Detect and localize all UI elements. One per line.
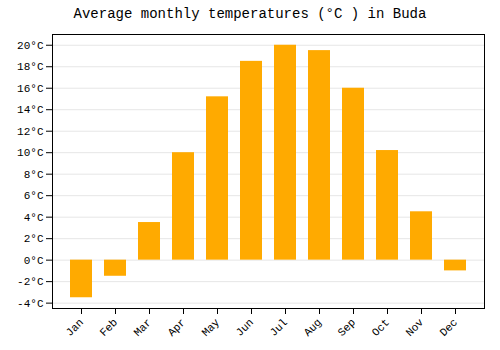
- svg-text:Apr: Apr: [166, 316, 188, 338]
- svg-text:10°C: 10°C: [17, 147, 44, 159]
- svg-text:20°C: 20°C: [17, 40, 44, 52]
- svg-text:18°C: 18°C: [17, 61, 44, 73]
- svg-text:Jul: Jul: [268, 316, 290, 338]
- svg-text:Jan: Jan: [64, 316, 86, 338]
- svg-text:16°C: 16°C: [17, 83, 44, 95]
- svg-text:May: May: [200, 316, 223, 339]
- svg-text:Mar: Mar: [132, 316, 154, 338]
- svg-text:6°C: 6°C: [24, 190, 44, 202]
- svg-text:14°C: 14°C: [17, 104, 44, 116]
- svg-text:4°C: 4°C: [24, 212, 44, 224]
- svg-text:Sep: Sep: [336, 316, 358, 338]
- svg-text:-2°C: -2°C: [17, 276, 44, 288]
- svg-text:Nov: Nov: [404, 316, 427, 339]
- svg-text:8°C: 8°C: [24, 169, 44, 181]
- svg-text:12°C: 12°C: [17, 126, 44, 138]
- svg-text:Jun: Jun: [234, 316, 256, 338]
- svg-text:-4°C: -4°C: [17, 298, 44, 310]
- svg-text:Oct: Oct: [370, 316, 392, 338]
- svg-text:Dec: Dec: [438, 316, 460, 338]
- svg-text:0°C: 0°C: [24, 255, 44, 267]
- html-text:Average monthly temperatures (: Average monthly temperatures (°C ) in Bu…: [73, 6, 427, 22]
- svg-text:2°C: 2°C: [24, 233, 44, 245]
- svg-text:Feb: Feb: [98, 316, 120, 338]
- svg-text:Aug: Aug: [302, 316, 324, 338]
